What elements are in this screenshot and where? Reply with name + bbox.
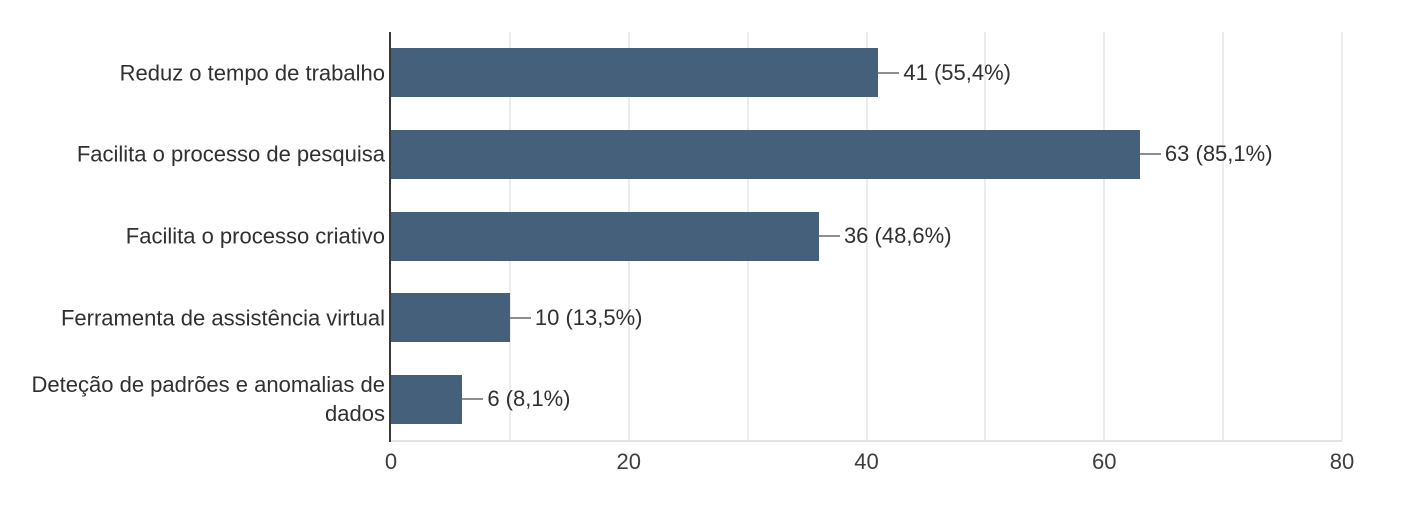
x-gridline — [865, 32, 868, 440]
x-tick-label: 20 — [616, 449, 641, 474]
category-label: Facilita o processo de pesquisa — [76, 141, 385, 167]
bar-value-label: 63 (85,1%) — [1164, 141, 1273, 167]
leader-line — [1139, 153, 1161, 156]
plot-area: 41 (55,4%) 63 (85,1%) 36 (48,6%) 10 (13,5%)… — [391, 32, 1343, 442]
x-tick-label: 40 — [854, 449, 879, 474]
leader-line — [878, 71, 900, 74]
bar-value-label: 6 (8,1%) — [487, 386, 571, 412]
x-gridline — [1341, 32, 1343, 440]
x-gridline — [984, 32, 987, 440]
category-label: Facilita o processo criativo — [125, 223, 385, 249]
bar — [391, 211, 819, 261]
x-gridline — [1222, 32, 1225, 440]
x-tick-label: 80 — [1329, 449, 1355, 474]
bar — [391, 293, 510, 343]
x-gridline — [1103, 32, 1106, 440]
bar-value-label: 10 (13,5%) — [534, 304, 643, 330]
bar — [391, 374, 463, 424]
bar — [391, 129, 1140, 179]
leader-line — [462, 398, 484, 401]
bar-value-label: 36 (48,6%) — [843, 223, 952, 248]
x-tick-label: 60 — [1092, 449, 1117, 474]
bar — [391, 48, 879, 98]
leader-line — [509, 316, 531, 319]
category-label: Reduz o tempo de trabalho — [119, 60, 385, 86]
x-tick-label: 0 — [384, 449, 398, 474]
category-label: Ferramenta de assistência virtual — [60, 305, 385, 331]
y-axis-line — [389, 32, 391, 442]
category-label: Deteção de padrões e anomalias de dados — [31, 372, 385, 427]
leader-line — [818, 235, 840, 237]
x-axis-baseline — [391, 440, 1342, 442]
bar-value-label: 41 (55,4%) — [903, 59, 1011, 85]
